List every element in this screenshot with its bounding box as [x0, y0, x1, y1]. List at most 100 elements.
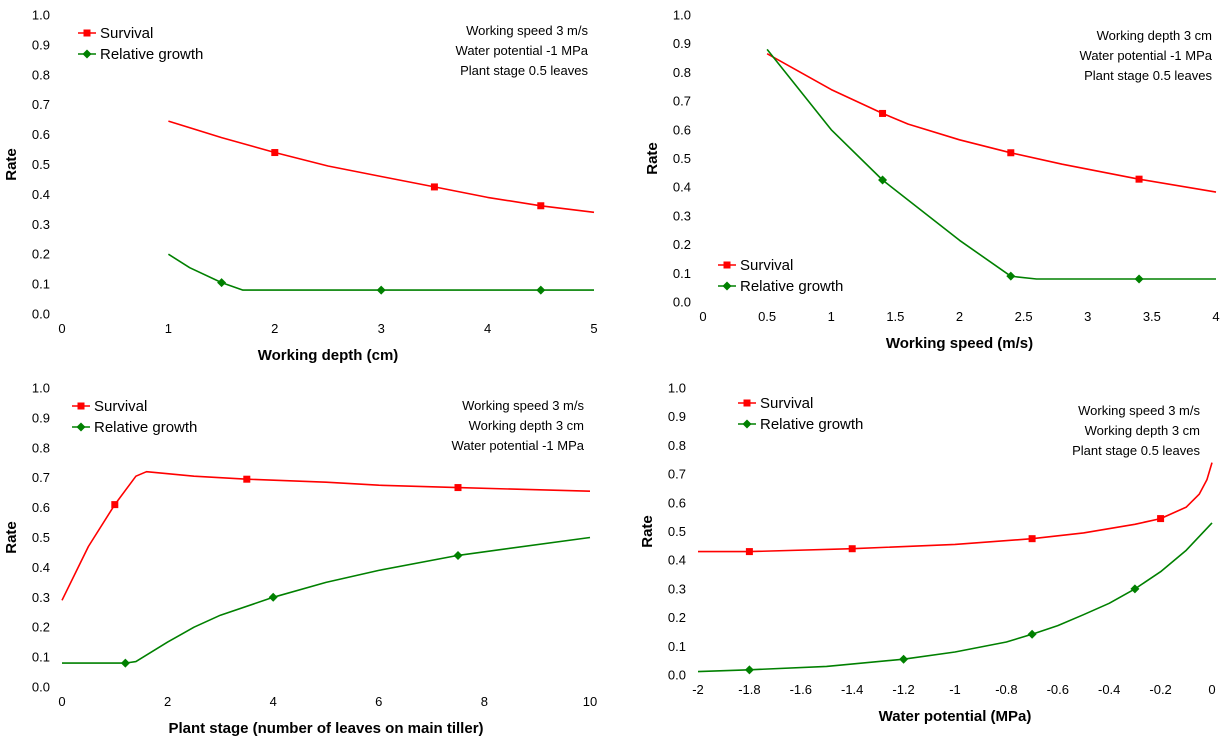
annotation-line: Plant stage 0.5 leaves [1072, 443, 1200, 458]
y-tick-label: 0.9 [668, 409, 686, 424]
series-line [766, 53, 1217, 193]
legend-label: Survival [94, 398, 147, 415]
x-tick-label: -1.2 [892, 682, 914, 697]
data-point [111, 501, 119, 509]
y-tick-label: 0.6 [32, 500, 50, 515]
data-point [536, 285, 546, 295]
legend-label: Relative growth [100, 46, 203, 63]
y-tick-label: 0.2 [673, 237, 691, 252]
x-tick-label: 5 [590, 321, 597, 336]
chart-4: -2 -1.8 -1.6 -1.4 -1.2 -1 -0.8 -0.6 -0.4 -0.2 0 0.0… [639, 381, 1216, 726]
y-tick-label: 0.8 [32, 440, 50, 455]
series-survival [698, 462, 1213, 556]
y-tick-label: 0.3 [668, 581, 686, 596]
series-line [62, 536, 591, 664]
y-tick-label: 0.0 [673, 295, 691, 310]
conditions-annotation: Working depth 3 cm Water potential -1 MPa… [1080, 28, 1213, 83]
y-tick-label: 0.3 [32, 590, 50, 605]
y-tick-label: 0.0 [32, 307, 50, 322]
data-point [268, 592, 278, 602]
y-tick-label: 0.2 [32, 620, 50, 635]
annotation-line: Water potential -1 MPa [1080, 48, 1213, 63]
y-tick-label: 0.7 [673, 94, 691, 109]
annotation-line: Working speed 3 m/s [462, 398, 584, 413]
annotation-line: Working depth 3 cm [469, 418, 584, 433]
legend-marker [743, 399, 751, 407]
y-tick-label: 0.8 [673, 65, 691, 80]
data-point [744, 665, 754, 675]
chart-1: 0 1 2 3 4 5 0.0 0.1 0.2 0.3 0.4 0.5 0.6 0.7 0.8 0.9 1.0 W… [3, 8, 598, 365]
legend-marker [723, 261, 731, 269]
x-tick-label: -1.6 [790, 682, 812, 697]
x-tick-label: -1.4 [841, 682, 863, 697]
x-tick-label: 4 [1212, 309, 1219, 324]
x-tick-label: 3 [378, 321, 385, 336]
annotation-line: Plant stage 0.5 leaves [460, 63, 588, 78]
annotation-line: Plant stage 0.5 leaves [1084, 68, 1212, 83]
x-tick-label: 4 [484, 321, 491, 336]
data-point [1134, 274, 1144, 284]
conditions-annotation: Working speed 3 m/s Water potential -1 MP… [456, 23, 589, 78]
y-tick-label: 0.2 [32, 247, 50, 262]
y-axis-title: Rate [639, 515, 656, 548]
y-tick-label: 0.1 [668, 639, 686, 654]
data-point [217, 278, 227, 288]
x-tick-label: 2.5 [1015, 309, 1033, 324]
y-tick-label: 0.7 [32, 470, 50, 485]
y-tick-label: 0.4 [668, 553, 686, 568]
chart-2: 0 0.5 1 1.5 2 2.5 3 3.5 4 0.0 0.1 0.2 0.3 0.4 0.5 0.6 0.… [644, 8, 1220, 353]
y-tick-label: 1.0 [32, 381, 50, 396]
x-tick-label: 0 [58, 694, 65, 709]
legend-label: Relative growth [740, 278, 843, 295]
y-tick-label: 0.6 [673, 122, 691, 137]
y-tick-label: 0.7 [32, 97, 50, 112]
y-tick-label: 0.1 [673, 266, 691, 281]
x-tick-label: -0.6 [1047, 682, 1069, 697]
annotation-line: Working depth 3 cm [1097, 28, 1212, 43]
x-axis-title: Plant stage (number of leaves on main ti… [168, 720, 483, 737]
y-tick-label: 0.9 [32, 410, 50, 425]
conditions-annotation: Working speed 3 m/s Working depth 3 cm Wat… [452, 398, 585, 453]
data-point [1157, 515, 1165, 523]
legend-marker [83, 29, 91, 37]
x-tick-label: 10 [583, 694, 597, 709]
x-tick-label: 8 [481, 694, 488, 709]
data-point [745, 548, 753, 556]
legend-label: Survival [760, 395, 813, 412]
y-tick-label: 0.2 [668, 610, 686, 625]
x-tick-label: 0 [699, 309, 706, 324]
x-tick-label: 6 [375, 694, 382, 709]
y-tick-label: 0.4 [32, 187, 50, 202]
y-tick-label: 0.9 [673, 36, 691, 51]
data-point [1006, 271, 1016, 281]
legend-label: Relative growth [94, 419, 197, 436]
y-tick-label: 0.8 [668, 438, 686, 453]
series-line [697, 522, 1213, 673]
annotation-line: Water potential -1 MPa [452, 438, 585, 453]
series-relative-growth [167, 253, 594, 295]
y-tick-label: 0.5 [668, 524, 686, 539]
legend-marker [722, 281, 732, 291]
series-line [168, 120, 595, 214]
y-axis-title: Rate [3, 521, 20, 554]
annotation-line: Working depth 3 cm [1085, 423, 1200, 438]
legend-marker [76, 422, 86, 432]
legend: Survival Relative growth [718, 257, 843, 295]
x-tick-label: 1.5 [886, 309, 904, 324]
x-tick-label: 0 [58, 321, 65, 336]
legend-label: Survival [100, 25, 153, 42]
data-point [848, 545, 856, 553]
data-point [878, 175, 888, 185]
x-tick-label: 1 [165, 321, 172, 336]
y-tick-label: 0.6 [668, 495, 686, 510]
y-tick-label: 0.1 [32, 277, 50, 292]
x-tick-label: 0.5 [758, 309, 776, 324]
x-tick-label: 1 [828, 309, 835, 324]
y-tick-label: 1.0 [32, 8, 50, 23]
x-tick-label: -1.8 [738, 682, 760, 697]
series-line [61, 470, 591, 601]
data-point [1135, 175, 1143, 183]
series-relative-growth [697, 522, 1213, 675]
series-relative-growth [766, 48, 1216, 284]
